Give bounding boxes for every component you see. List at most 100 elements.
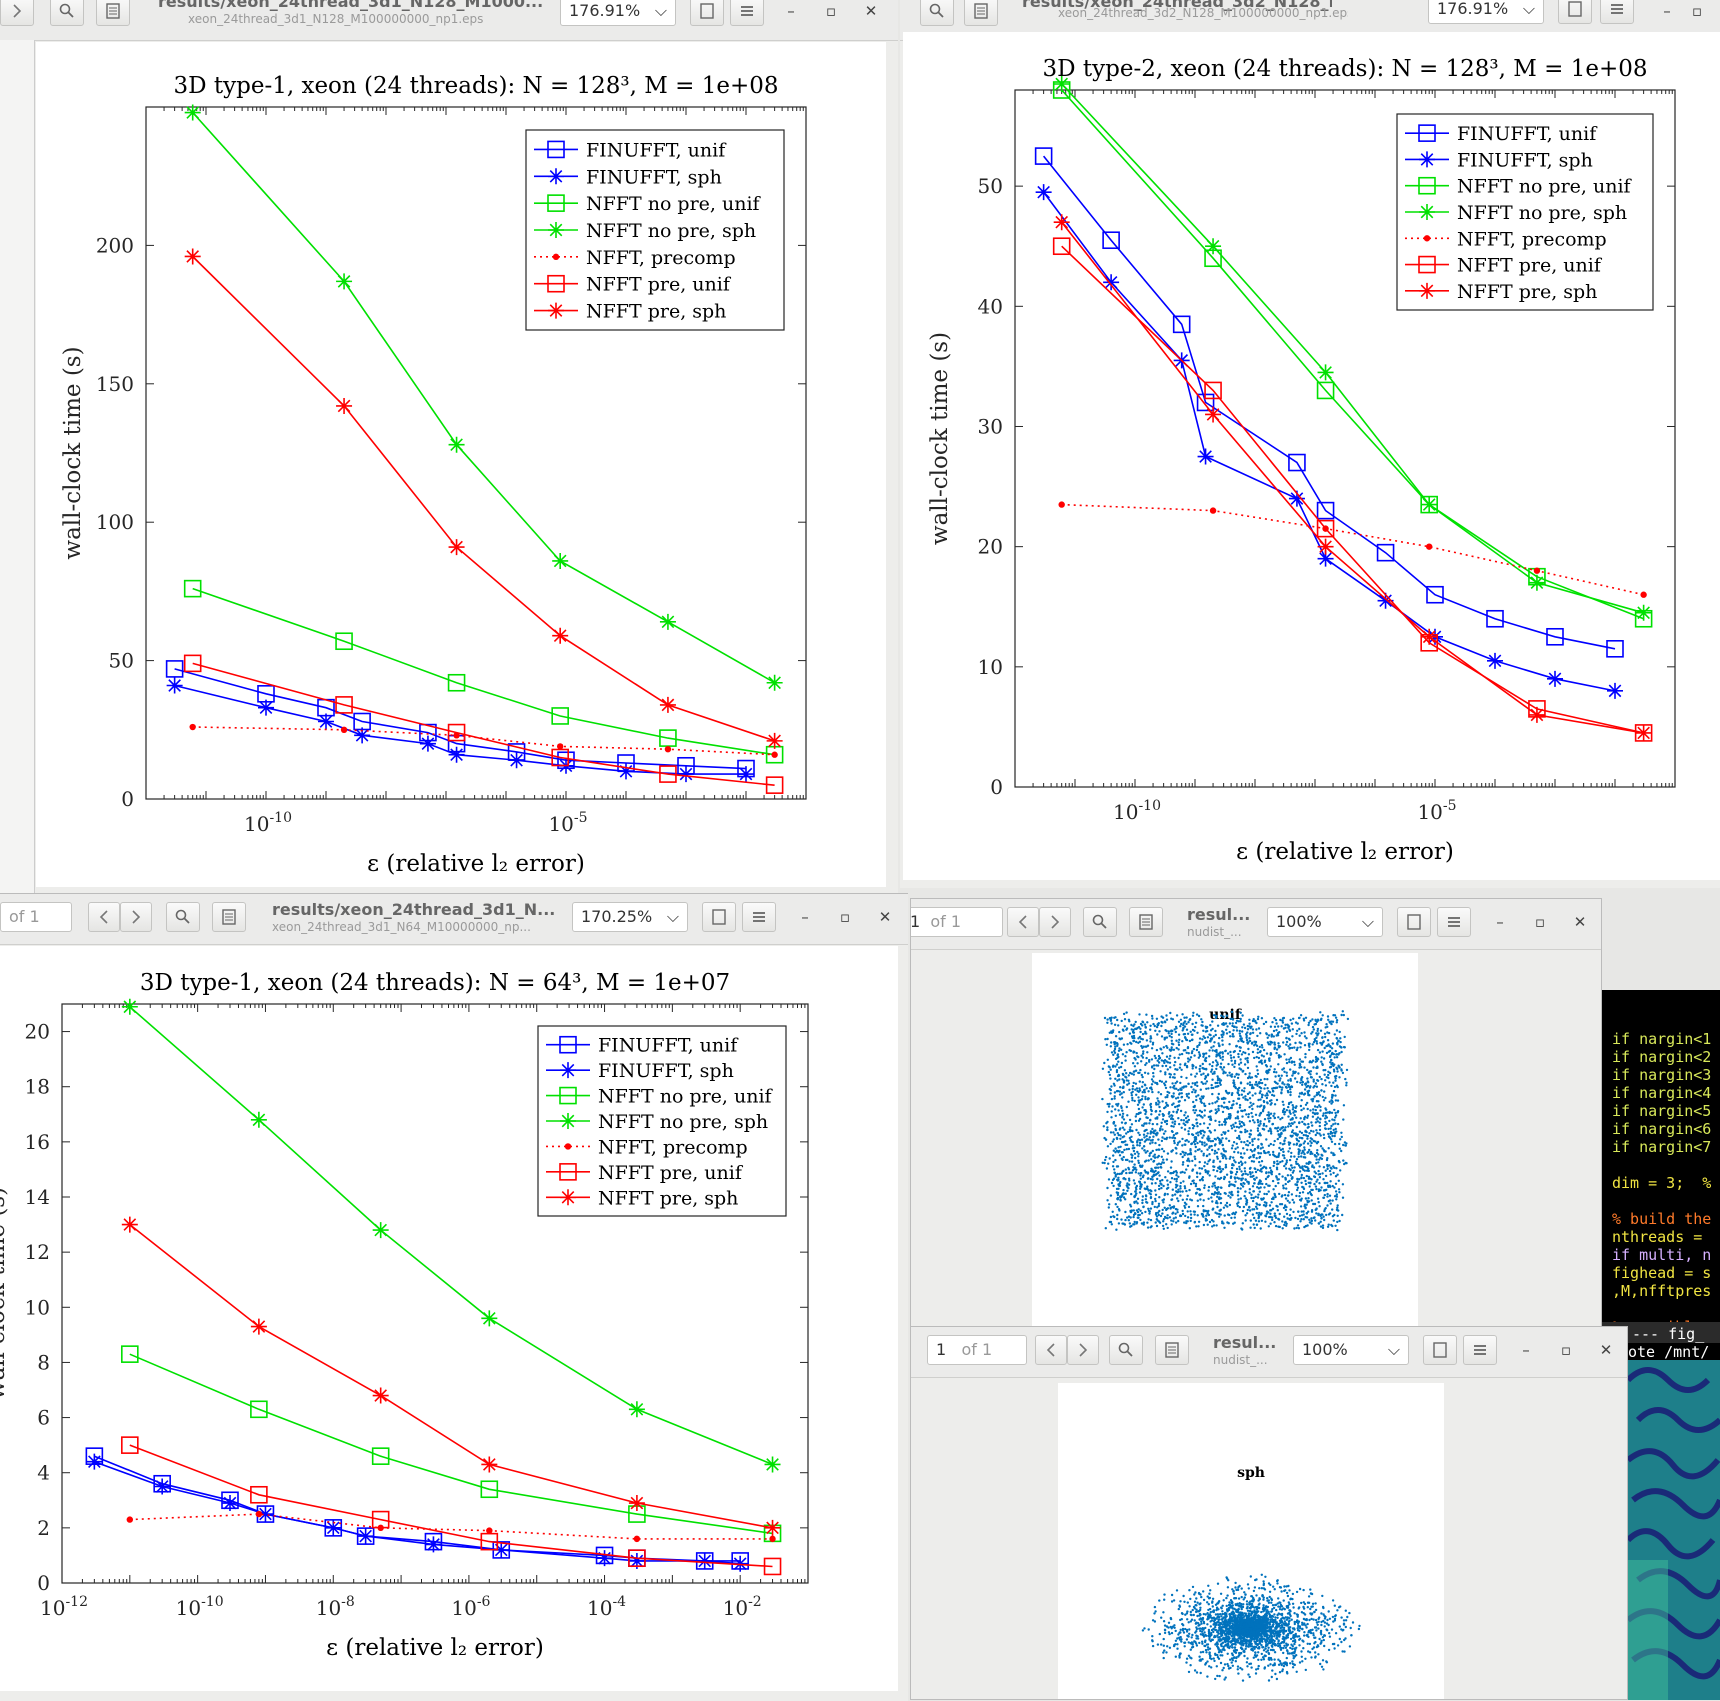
scatter-point [1210, 1131, 1212, 1133]
maximize-button[interactable]: ▫ [1531, 913, 1549, 931]
scatter-point [1213, 1224, 1215, 1226]
scatter-point [1304, 1083, 1306, 1085]
scatter-point [1213, 1014, 1215, 1016]
scatter-point [1257, 1217, 1259, 1219]
scatter-point [1208, 1137, 1210, 1139]
scatter-point [1293, 1227, 1295, 1229]
minimize-button[interactable]: – [1517, 1341, 1535, 1359]
scatter-point [1155, 1057, 1157, 1059]
thumbnails-button[interactable] [1129, 907, 1163, 937]
search-button[interactable] [1109, 1335, 1143, 1365]
scatter-point [1318, 1182, 1320, 1184]
scatter-point [1171, 1212, 1173, 1214]
scatter-point [1326, 1111, 1328, 1113]
save-button[interactable] [690, 0, 724, 26]
close-button[interactable]: ✕ [862, 2, 880, 20]
scatter-point [1286, 1075, 1288, 1077]
search-button[interactable] [50, 0, 84, 26]
scatter-point [1279, 1161, 1281, 1163]
maximize-button[interactable]: ▫ [836, 908, 854, 926]
scatter-point [1203, 1210, 1205, 1212]
scatter-point [1204, 1078, 1206, 1080]
menu-button[interactable] [1463, 1335, 1497, 1365]
maximize-button[interactable]: ▫ [822, 2, 840, 20]
scatter-point [1332, 1042, 1334, 1044]
menu-button[interactable] [742, 902, 776, 932]
zoom-select[interactable]: 176.91%⌵ [1428, 0, 1544, 24]
scatter-point [1270, 1130, 1272, 1132]
minimize-button[interactable]: – [782, 2, 800, 20]
save-button[interactable] [1423, 1335, 1457, 1365]
page-number-field[interactable]: 1 of 1 [927, 1335, 1027, 1365]
save-button[interactable] [702, 902, 736, 932]
save-button[interactable] [1397, 907, 1431, 937]
scatter-point [1342, 1144, 1344, 1146]
scatter-point [1199, 1070, 1201, 1072]
minimize-button[interactable]: – [1658, 2, 1676, 20]
data-point [318, 713, 334, 729]
scatter-point [1171, 1223, 1173, 1225]
scatter-point [1106, 1044, 1108, 1046]
close-button[interactable]: ✕ [1571, 913, 1589, 931]
thumbnails-button[interactable] [964, 0, 998, 26]
thumbnails-button[interactable] [96, 0, 130, 26]
scatter-point [1137, 1042, 1139, 1044]
toolbar: 1 of 1 resul... nudist_... 100%⌵ – ▫ ✕ [911, 1327, 1627, 1378]
close-button[interactable]: ✕ [876, 908, 894, 926]
scatter-point [1125, 1072, 1127, 1074]
scatter-point [1268, 1225, 1270, 1227]
scatter-point [1320, 1134, 1322, 1136]
next-page-button[interactable] [120, 902, 152, 932]
scatter-point [1149, 1029, 1151, 1031]
thumbnails-button[interactable] [1155, 1335, 1189, 1365]
minimize-button[interactable]: – [1491, 913, 1509, 931]
maximize-button[interactable]: ▫ [1688, 2, 1706, 20]
scatter-point [1144, 1187, 1146, 1189]
scatter-point [1324, 1047, 1326, 1049]
search-button[interactable] [920, 0, 954, 26]
scatter-point [1193, 1182, 1195, 1184]
scatter-point [1310, 1121, 1312, 1123]
zoom-select[interactable]: 170.25%⌵ [572, 902, 688, 932]
search-button[interactable] [1083, 907, 1117, 937]
minimize-button[interactable]: – [796, 908, 814, 926]
scatter-point [1202, 1215, 1204, 1217]
next-page-button[interactable] [0, 0, 34, 26]
scatter-point [1324, 1189, 1326, 1191]
scatter-point [1239, 1020, 1241, 1022]
menu-button[interactable] [730, 0, 764, 26]
maximize-button[interactable]: ▫ [1557, 1341, 1575, 1359]
scatter-point [1183, 1205, 1185, 1207]
thumbnails-icon [1139, 914, 1153, 930]
scatter-point [1237, 1194, 1239, 1196]
zoom-select[interactable]: 100%⌵ [1267, 907, 1383, 937]
scatter-point [1112, 1065, 1114, 1067]
scatter-point [1214, 1150, 1216, 1152]
save-button[interactable] [1558, 0, 1592, 24]
prev-page-button[interactable] [1007, 907, 1039, 937]
page-number-field[interactable]: 1 of 1 [910, 907, 1003, 937]
scatter-point [1254, 1092, 1256, 1094]
scatter-point [1336, 1056, 1338, 1058]
zoom-select[interactable]: 176.91%⌵ [560, 0, 676, 26]
scatter-point [1268, 1058, 1270, 1060]
next-page-button[interactable] [1039, 907, 1071, 937]
zoom-select[interactable]: 100%⌵ [1293, 1335, 1409, 1365]
scatter-point [1141, 1106, 1143, 1108]
thumbnails-button[interactable] [212, 902, 246, 932]
search-button[interactable] [166, 902, 200, 932]
scatter-point [1326, 1619, 1328, 1621]
scatter-point [1196, 1013, 1198, 1015]
scatter-point [1338, 1076, 1340, 1078]
next-page-button[interactable] [1067, 1335, 1099, 1365]
close-button[interactable]: ✕ [1597, 1341, 1615, 1359]
menu-button[interactable] [1600, 0, 1634, 24]
data-point [1636, 725, 1652, 741]
menu-button[interactable] [1437, 907, 1471, 937]
prev-page-button[interactable] [88, 902, 120, 932]
prev-page-button[interactable] [1035, 1335, 1067, 1365]
scatter-point [1321, 1172, 1323, 1174]
scatter-point [1141, 1147, 1143, 1149]
page-number-field[interactable]: of 1 [0, 902, 72, 932]
